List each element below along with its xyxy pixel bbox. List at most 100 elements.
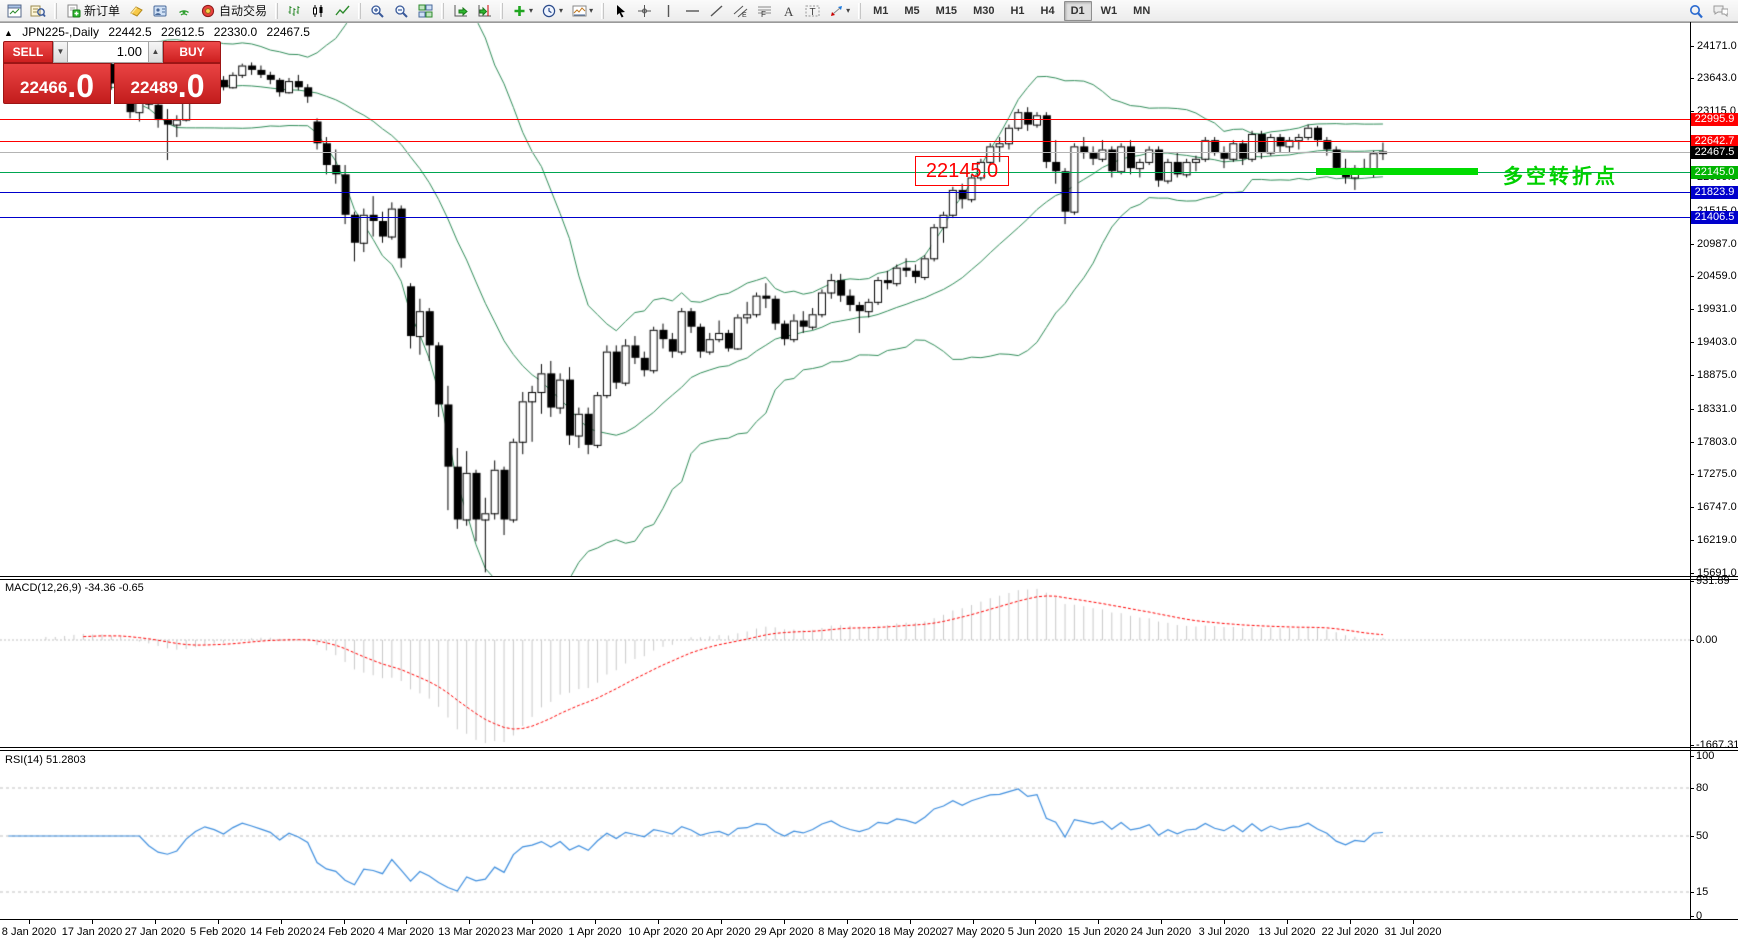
text-label-tool-button[interactable]: T [800, 0, 824, 22]
symbol-title: JPN225-,Daily [22, 25, 99, 39]
chart-shift-button[interactable] [472, 0, 496, 22]
date-axis-label: 18 May 2020 [878, 926, 942, 938]
trade-ticket-button[interactable] [124, 0, 148, 22]
level-line-21406.5[interactable] [0, 217, 1690, 218]
date-axis-tick-mark [1098, 920, 1099, 924]
cursor-tool-button[interactable] [608, 0, 632, 22]
date-axis-tick-mark [29, 920, 30, 924]
equidistant-channel-tool-button[interactable]: E [728, 0, 752, 22]
signals-button[interactable] [172, 0, 196, 22]
date-axis-tick-mark [595, 920, 596, 924]
chevron-down-icon: ▾ [529, 6, 534, 15]
chart-window-icon [6, 3, 22, 18]
new-chart-button[interactable] [2, 0, 26, 22]
new-order-button[interactable]: 新订单 [61, 0, 124, 22]
price-axis-tick-mark [1690, 507, 1694, 508]
sell-button[interactable]: SELL [3, 41, 53, 63]
templates-button[interactable]: ▾ [567, 0, 597, 22]
fibonacci-tool-button[interactable]: F [752, 0, 776, 22]
timeframe-h4-button[interactable]: H4 [1040, 4, 1055, 17]
level-line-22145.0[interactable] [0, 172, 1690, 173]
macd-panel-separator[interactable] [0, 576, 1738, 577]
level-line-21823.9[interactable] [0, 192, 1690, 193]
price-axis-tick-label: 24171.0 [1697, 40, 1737, 52]
date-axis-label: 3 Jul 2020 [1198, 926, 1250, 938]
line-chart-button[interactable] [330, 0, 354, 22]
macd-axis-tick-mark [1690, 745, 1694, 746]
timeframe-d1-button[interactable]: D1 [1063, 0, 1092, 21]
level-line-22642.7[interactable] [0, 141, 1690, 142]
level-line-22995.9[interactable] [0, 119, 1690, 120]
auto-scroll-button[interactable] [448, 0, 472, 22]
vertical-line-tool-button[interactable] [656, 0, 680, 22]
buy-button[interactable]: BUY [163, 41, 221, 63]
timeframe-w1-button[interactable]: W1 [1100, 4, 1118, 17]
pivot-highlight-bar[interactable] [1316, 168, 1478, 175]
price-axis-tick-mark [1690, 342, 1694, 343]
indicators-button[interactable]: ▾ [507, 0, 537, 22]
macd-axis-tick-label: 931.89 [1696, 575, 1730, 587]
text-tool-button[interactable]: A [776, 0, 800, 22]
auto-trading-icon [200, 3, 216, 18]
rsi-panel-separator-inner [0, 750, 1738, 751]
ohlc-low: 22330.0 [213, 25, 258, 39]
periods-button[interactable]: ▾ [537, 0, 567, 22]
auto-trading-button[interactable]: 自动交易 [196, 0, 271, 22]
crosshair-tool-button[interactable] [632, 0, 656, 22]
tile-windows-button[interactable] [413, 0, 437, 22]
price-axis-tick-mark [1690, 474, 1694, 475]
price-axis-tick-label: 19403.0 [1697, 336, 1737, 348]
volume-increase-button[interactable]: ▲ [148, 41, 163, 63]
rsi-axis-tick-label: 80 [1696, 782, 1709, 794]
pivot-note-text[interactable]: 多空转折点 [1503, 166, 1618, 188]
date-axis-tick-mark [1350, 920, 1351, 924]
candlestick-chart-button[interactable] [306, 0, 330, 22]
timeframe-h1-button[interactable]: H1 [1010, 4, 1025, 17]
chart-shift-icon [476, 3, 492, 18]
toolbar-separator [601, 2, 605, 19]
date-axis-label: 23 Mar 2020 [501, 926, 563, 938]
volume-decrease-button[interactable]: ▼ [53, 41, 68, 63]
price-axis-tick-mark [1690, 442, 1694, 443]
timeframe-m5-button[interactable]: M5 [904, 4, 920, 17]
price-axis-tick-mark [1690, 78, 1694, 79]
date-axis-tick-mark [155, 920, 156, 924]
rsi-panel-separator[interactable] [0, 747, 1738, 748]
macd-axis-tick-label: 0.00 [1696, 634, 1718, 646]
rsi-indicator-label: RSI(14) 51.2803 [5, 754, 86, 766]
one-click-trading-panel: SELL ▼ 1.00 ▲ BUY 22466.0 22489.0 [3, 41, 221, 104]
rsi-axis-tick-mark [1690, 836, 1694, 837]
date-axis-label: 27 Jan 2020 [124, 926, 186, 938]
ticket-icon [128, 3, 144, 18]
terminal-button[interactable] [148, 0, 172, 22]
zoom-out-button[interactable] [389, 0, 413, 22]
date-axis-label: 15 Jun 2020 [1067, 926, 1129, 938]
toolbar-separator [275, 2, 279, 19]
level-line-22467.5[interactable] [0, 152, 1690, 153]
price-callout-label[interactable]: 22145.0 [915, 156, 1009, 186]
timeframe-mn-button[interactable]: MN [1133, 4, 1151, 17]
search-button[interactable] [1684, 0, 1708, 22]
sell-price-button[interactable]: 22466.0 [3, 63, 111, 104]
horizontal-line-tool-button[interactable] [680, 0, 704, 22]
one-click-collapse-icon[interactable]: ▲ [4, 28, 13, 38]
bar-chart-button[interactable] [282, 0, 306, 22]
buy-price-button[interactable]: 22489.0 [114, 63, 221, 104]
arrows-tool-button[interactable]: ▾ [824, 0, 854, 22]
timeframe-m15-button[interactable]: M15 [935, 4, 958, 17]
timeframe-m1-button[interactable]: M1 [873, 4, 889, 17]
timeframe-m30-button[interactable]: M30 [973, 4, 995, 17]
chat-button[interactable] [1708, 0, 1732, 22]
volume-input[interactable]: 1.00 [68, 41, 148, 63]
rsi-axis-tick-label: 100 [1696, 750, 1715, 762]
price-axis-tick-label: 16219.0 [1697, 534, 1737, 546]
market-watch-button[interactable] [26, 0, 50, 22]
date-axis-label: 8 Jan 2020 [1, 926, 57, 938]
trendline-tool-button[interactable] [704, 0, 728, 22]
zoom-in-button[interactable] [365, 0, 389, 22]
price-axis-tick-label: 20459.0 [1697, 270, 1737, 282]
date-axis-tick-mark [721, 920, 722, 924]
chart-info-line: ▲ JPN225-,Daily 22442.5 22612.5 22330.0 … [4, 25, 316, 39]
price-axis-tick-label: 20987.0 [1697, 238, 1737, 250]
